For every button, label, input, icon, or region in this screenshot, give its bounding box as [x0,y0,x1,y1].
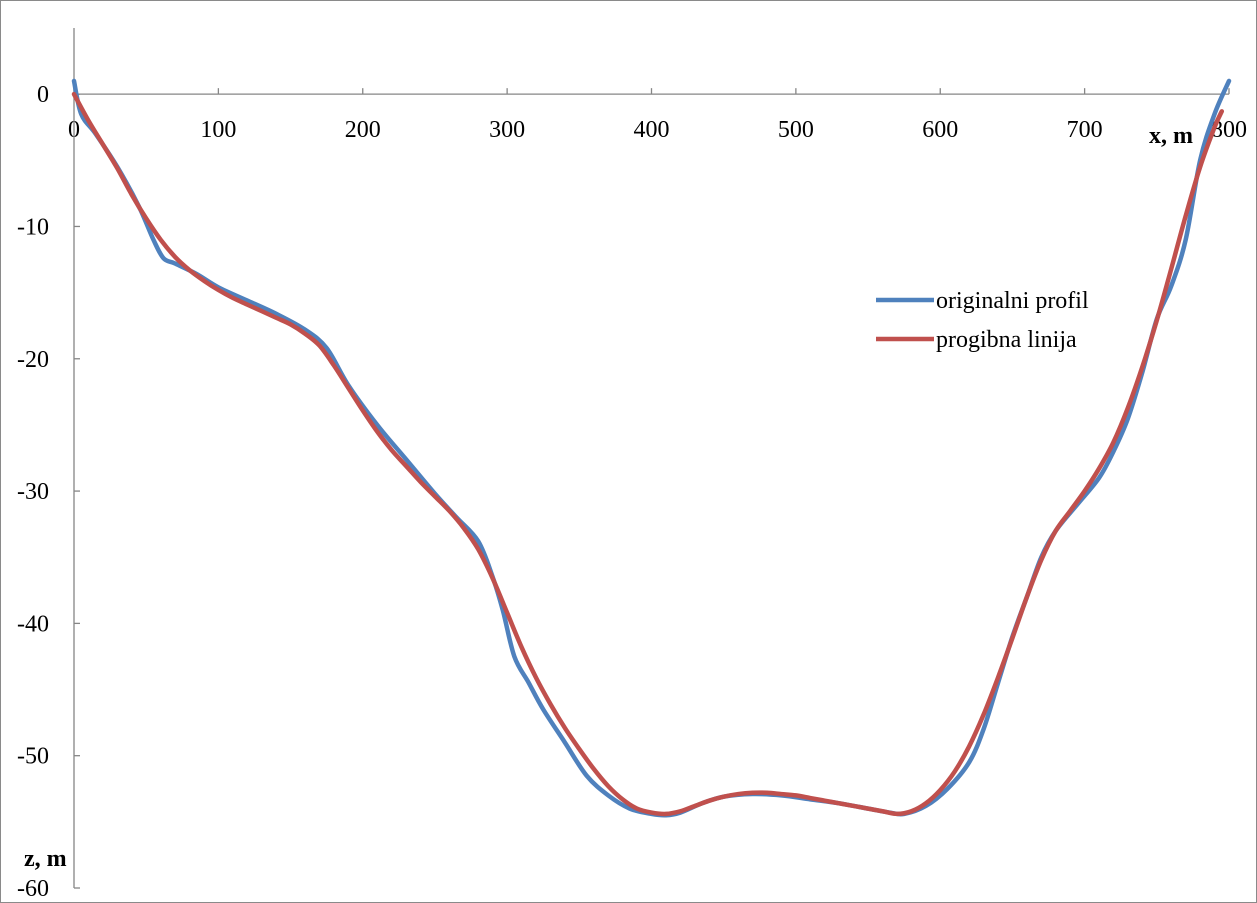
x-tick-label: 400 [634,117,670,143]
legend-label: progibna linija [936,327,1077,353]
y-tick-label: 0 [37,82,49,108]
x-tick-label: 200 [345,117,381,143]
x-tick-label: 500 [778,117,814,143]
x-tick-label: 300 [489,117,525,143]
y-axis-title: z, m [24,846,67,872]
y-tick-label: -30 [17,479,49,505]
series-line-progibna-linija [71,91,1225,817]
x-tick-label: 700 [1067,117,1103,143]
legend: originalni profil progibna linija [876,288,1089,353]
y-tick-label: -10 [17,214,49,240]
y-tick-label: -40 [17,611,49,637]
series-line-originalni-profil [71,78,1232,818]
y-tick-label: -50 [17,744,49,770]
y-tick-label: -20 [17,347,49,373]
series-lines [71,78,1232,818]
y-tick-label: -60 [17,876,49,902]
x-tick-label: 100 [200,117,236,143]
x-tick-label: 600 [922,117,958,143]
x-axis-title: x, m [1149,123,1193,149]
legend-label: originalni profil [936,288,1089,314]
x-axis-ticks: 0 100 200 300 400 500 600 700 800 [68,88,1247,143]
y-axis-ticks: 0 -10 -20 -30 -40 -50 -60 [17,82,80,902]
